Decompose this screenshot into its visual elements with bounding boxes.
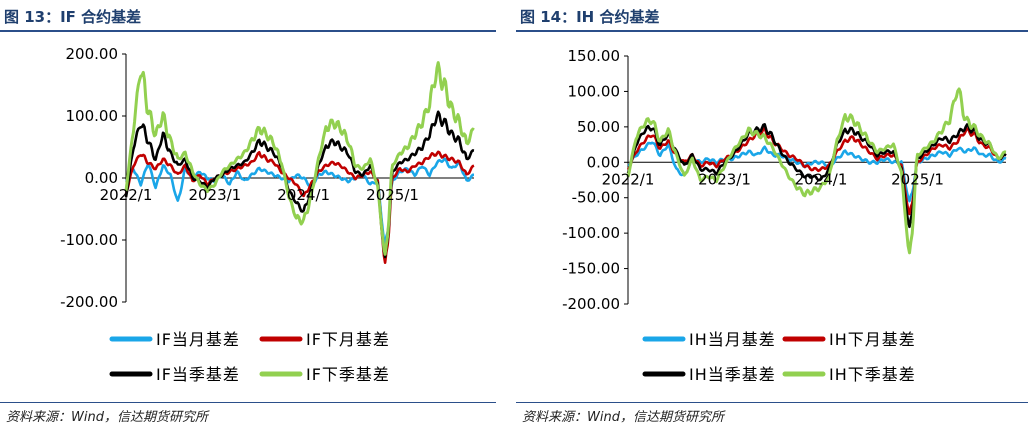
y-tick-label: 0.00: [587, 153, 620, 171]
legend-label: IF当季基差: [156, 365, 240, 384]
y-tick-label: 100.00: [66, 107, 119, 125]
x-tick-label: 2022/1: [100, 186, 153, 204]
if-basis-chart: 200.00 100.00 0.00 -100.00 -200.00 2022/1 2023…: [60, 45, 475, 384]
legend-label: IF下季基差: [306, 365, 390, 384]
source-rule: [516, 402, 1028, 403]
y-tick-label: 50.00: [577, 118, 620, 136]
y-tick-label: -200.00: [562, 295, 620, 313]
x-tick-label: 2023/1: [698, 170, 751, 188]
ih-basis-chart: 150.00 100.00 50.00 0.00 -50.00 -100.00 -150.0…: [562, 47, 1007, 384]
figure-14: 图 14：IH 合约基差 150.00 100.00 50.00 0.00 -50.00…: [516, 0, 1032, 428]
legend-label: IH当季基差: [689, 365, 776, 384]
y-tick-label: -200.00: [60, 293, 118, 311]
y-tick-label: 200.00: [66, 45, 119, 63]
source-rule: [0, 402, 496, 403]
source-note: 资料来源：Wind，信达期货研究所: [522, 410, 724, 425]
title-rule: [0, 30, 496, 32]
x-tick-label: 2022/1: [602, 170, 655, 188]
y-tick-label: -100.00: [60, 231, 118, 249]
y-tick-label: -50.00: [572, 189, 620, 207]
legend-label: IH下月基差: [829, 330, 916, 349]
x-tick-label: 2024/1: [795, 170, 848, 188]
y-tick-label: 100.00: [568, 82, 621, 100]
y-tick-label: -100.00: [562, 224, 620, 242]
x-tick-label: 2023/1: [188, 186, 241, 204]
title-rule: [516, 30, 1028, 32]
legend-label: IH下季基差: [829, 365, 916, 384]
x-tick-label: 2025/1: [891, 170, 944, 188]
source-note: 资料来源：Wind，信达期货研究所: [6, 410, 208, 425]
series-line-4: [626, 87, 1007, 255]
series-line-3: [626, 123, 1007, 229]
figure-13: 图 13：IF 合约基差 200.00 100.00 0.00 -100.00 -200…: [0, 0, 500, 428]
figure-title: 图 14：IH 合约基差: [520, 8, 660, 26]
x-tick-label: 2024/1: [277, 186, 330, 204]
y-tick-label: -150.00: [562, 260, 620, 278]
series-line-3: [124, 110, 475, 259]
legend-label: IF当月基差: [156, 330, 240, 349]
y-tick-label: 150.00: [568, 47, 621, 65]
legend-label: IH当月基差: [689, 330, 776, 349]
x-tick-label: 2025/1: [366, 186, 419, 204]
series-line-2: [124, 150, 475, 264]
series-line-4: [124, 61, 475, 256]
series-line-1: [125, 157, 475, 248]
legend-label: IF下月基差: [306, 330, 390, 349]
y-tick-label: 0.00: [85, 169, 118, 187]
figure-title: 图 13：IF 合约基差: [4, 8, 142, 26]
